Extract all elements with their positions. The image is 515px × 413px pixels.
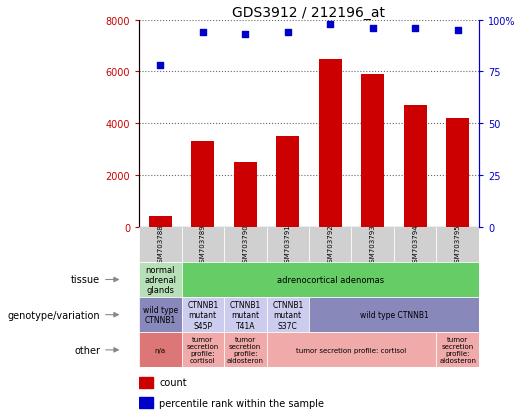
Point	[284, 30, 292, 36]
Bar	[446, 119, 469, 227]
Text: adrenocortical adenomas: adrenocortical adenomas	[277, 275, 384, 284]
Bar	[361, 75, 384, 227]
Text: other: other	[74, 345, 100, 355]
Bar	[139, 397, 152, 408]
Bar	[309, 297, 479, 332]
Text: GSM703792: GSM703792	[327, 223, 333, 266]
Text: n/a: n/a	[154, 347, 166, 353]
Bar	[394, 227, 437, 262]
Text: GSM703794: GSM703794	[412, 223, 418, 266]
Text: CTNNB1
mutant
S37C: CTNNB1 mutant S37C	[272, 300, 303, 330]
Bar	[139, 377, 152, 388]
Text: tumor
secretion
profile:
aldosteron: tumor secretion profile: aldosteron	[227, 337, 264, 363]
Bar	[436, 227, 479, 262]
Point	[454, 28, 462, 34]
Bar	[309, 227, 351, 262]
Title: GDS3912 / 212196_at: GDS3912 / 212196_at	[232, 6, 386, 20]
Text: tissue: tissue	[71, 275, 100, 285]
Bar	[149, 217, 172, 227]
Text: GSM703795: GSM703795	[455, 223, 461, 266]
Bar	[139, 332, 182, 368]
Bar	[182, 297, 224, 332]
Bar	[267, 227, 309, 262]
Point	[411, 26, 419, 32]
Text: tumor
secretion
profile:
cortisol: tumor secretion profile: cortisol	[186, 337, 219, 363]
Text: normal
adrenal
glands: normal adrenal glands	[144, 265, 176, 294]
Text: wild type
CTNNB1: wild type CTNNB1	[143, 305, 178, 325]
Bar	[182, 262, 479, 297]
Text: tumor
secretion
profile:
aldosteron: tumor secretion profile: aldosteron	[439, 337, 476, 363]
Bar	[276, 137, 299, 227]
Bar	[267, 332, 436, 368]
Bar	[224, 227, 267, 262]
Text: CTNNB1
mutant
S45P: CTNNB1 mutant S45P	[187, 300, 218, 330]
Bar	[404, 106, 427, 227]
Point	[326, 21, 334, 28]
Bar	[182, 227, 224, 262]
Text: GSM703789: GSM703789	[200, 223, 206, 266]
Bar	[267, 297, 309, 332]
Bar	[351, 227, 394, 262]
Bar	[319, 59, 342, 227]
Bar	[139, 262, 182, 297]
Bar	[234, 163, 257, 227]
Text: tumor secretion profile: cortisol: tumor secretion profile: cortisol	[296, 347, 407, 353]
Bar	[139, 297, 182, 332]
Bar	[182, 332, 224, 368]
Text: genotype/variation: genotype/variation	[8, 310, 100, 320]
Bar	[191, 142, 214, 227]
Text: CTNNB1
mutant
T41A: CTNNB1 mutant T41A	[230, 300, 261, 330]
Text: GSM703788: GSM703788	[157, 223, 163, 266]
Point	[369, 26, 377, 32]
Text: GSM703793: GSM703793	[370, 223, 376, 266]
Bar	[139, 227, 182, 262]
Bar	[224, 332, 267, 368]
Point	[156, 63, 164, 69]
Text: wild type CTNNB1: wild type CTNNB1	[359, 311, 428, 319]
Text: percentile rank within the sample: percentile rank within the sample	[160, 398, 324, 408]
Text: GSM703790: GSM703790	[242, 223, 248, 266]
Text: GSM703791: GSM703791	[285, 223, 291, 266]
Text: count: count	[160, 377, 187, 387]
Bar	[436, 332, 479, 368]
Bar	[224, 297, 267, 332]
Point	[241, 32, 249, 38]
Point	[199, 30, 207, 36]
